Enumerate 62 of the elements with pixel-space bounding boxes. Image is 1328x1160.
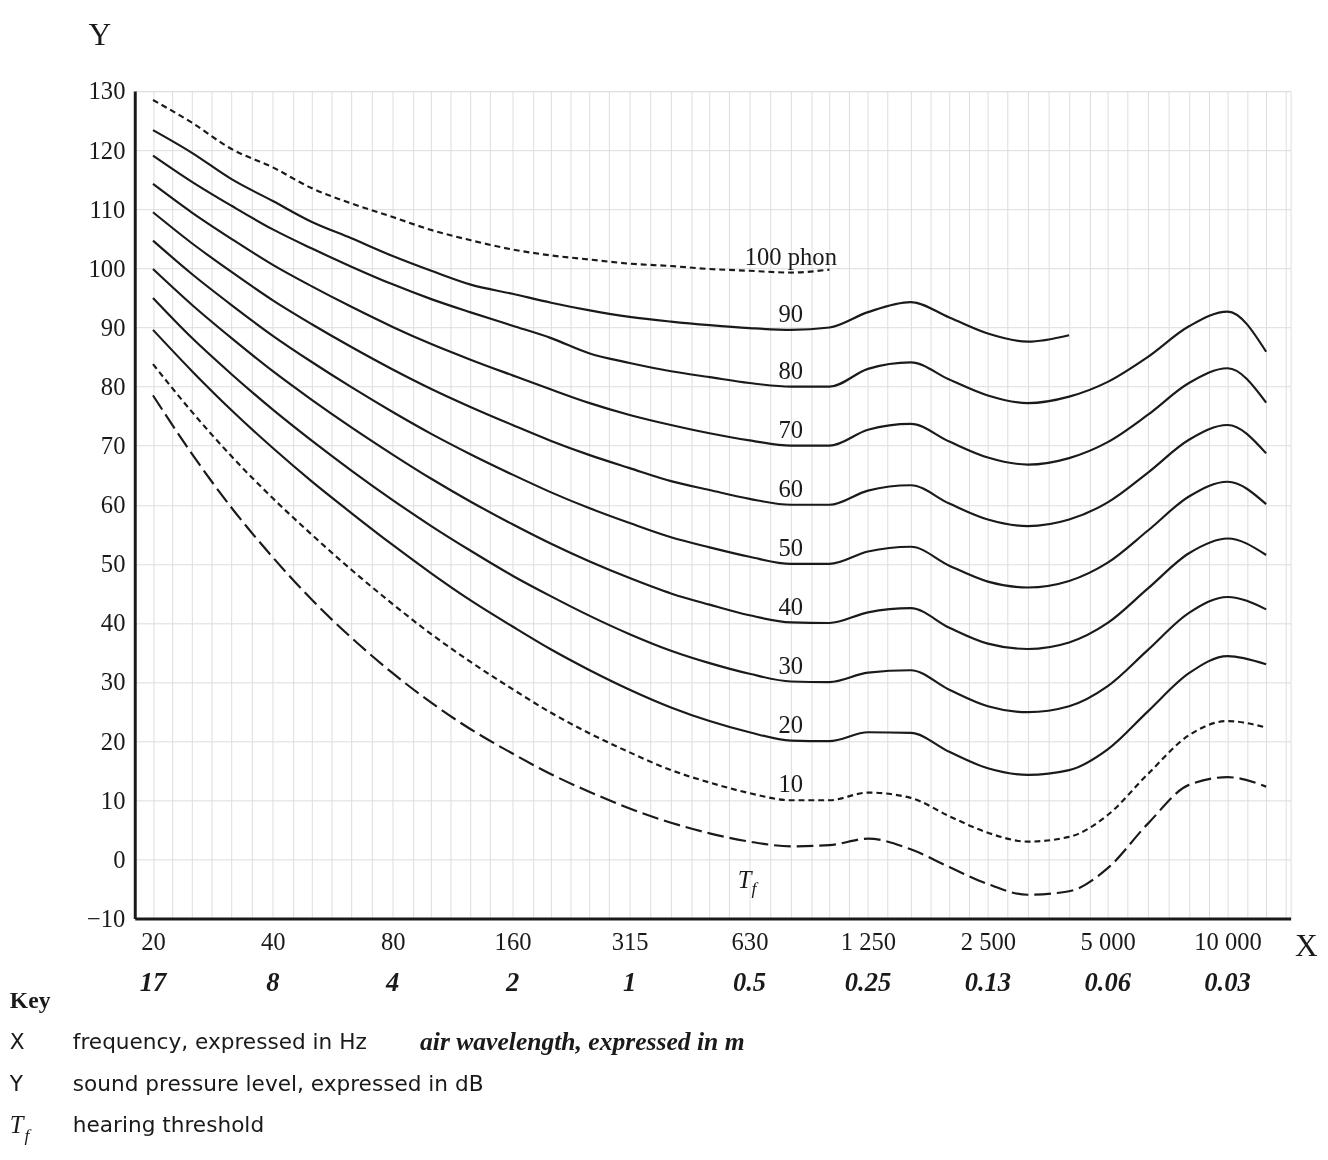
series-label: 40	[778, 592, 804, 620]
text: 4	[385, 967, 400, 998]
text: 8	[266, 967, 280, 998]
text: 0.06	[1084, 967, 1132, 998]
text: 0.03	[1204, 967, 1251, 998]
text: frequency, expressed in Hz	[72, 1029, 367, 1055]
text: 0.13	[964, 967, 1012, 998]
text: 1	[623, 967, 637, 998]
line-series	[151, 211, 1268, 528]
text: 0.25	[844, 967, 892, 998]
line-series	[151, 394, 1268, 896]
text: X	[9, 1029, 25, 1055]
series-label: 30	[778, 651, 804, 679]
series-label: 100 phon	[744, 242, 837, 270]
y-tick-label: 0	[113, 845, 126, 873]
y-tick-label: 110	[89, 195, 126, 223]
y-tick-label: 130	[88, 77, 126, 105]
series-label: 70	[778, 415, 804, 443]
text: 2	[504, 967, 520, 998]
y-tick-label: 100	[88, 254, 126, 282]
text: sound pressure level, expressed in dB	[72, 1070, 484, 1096]
x-tick-label: 160	[494, 928, 532, 956]
x-tick-label: 20	[141, 928, 166, 956]
x-tick-label: 10 000	[1194, 928, 1262, 956]
x-tick-label: 40	[261, 928, 286, 956]
y-tick-label: 80	[100, 372, 126, 400]
x-tick-label: 630	[731, 928, 769, 956]
text: Key	[9, 986, 51, 1013]
y-axis-title: Y	[88, 17, 112, 53]
series-label: 60	[778, 474, 804, 502]
x-tick-label: 315	[611, 928, 649, 956]
line-series	[151, 182, 1268, 466]
y-tick-label: 60	[100, 491, 126, 519]
y-tick-label: 20	[100, 727, 126, 755]
series-label: 50	[778, 534, 804, 561]
series-label: 80	[778, 356, 804, 384]
y-tick-label: 30	[100, 668, 126, 696]
text: hearing threshold	[72, 1111, 265, 1137]
y-tick-label: −10	[86, 904, 126, 932]
x-tick-label: 5 000	[1080, 928, 1136, 956]
y-tick-label: 10	[100, 786, 126, 814]
series-label: 20	[778, 710, 804, 738]
line-series	[151, 154, 1268, 405]
x-axis-title: X	[1295, 928, 1319, 964]
series-label: 90	[778, 300, 804, 327]
line-series	[151, 239, 1268, 589]
y-tick-label: 50	[100, 550, 126, 578]
text: Y	[8, 1070, 24, 1096]
series-label: 10	[778, 770, 804, 798]
text: air wavelength, expressed in m	[420, 1027, 745, 1057]
line-series	[151, 129, 1071, 343]
y-tick-label: 120	[88, 136, 126, 164]
text: 17	[139, 967, 168, 998]
x-tick-label: 1 250	[840, 928, 897, 956]
y-tick-label: 40	[100, 609, 126, 637]
text: 0.5	[732, 967, 767, 998]
line-series	[151, 328, 1268, 776]
line-series	[151, 296, 1268, 714]
y-tick-label: 90	[100, 313, 126, 341]
x-tick-label: 80	[380, 928, 406, 956]
x-tick-label: 2 500	[960, 928, 1017, 956]
y-tick-label: 70	[100, 432, 126, 460]
